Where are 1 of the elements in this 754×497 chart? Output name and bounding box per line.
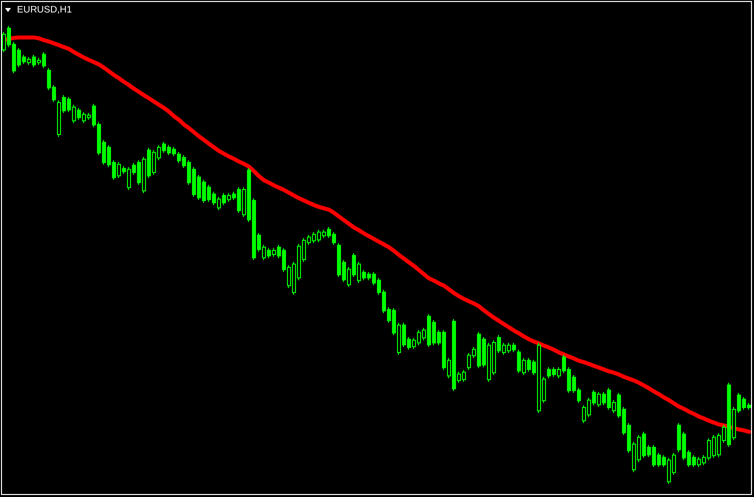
chart-title: EURUSD,H1 [17, 4, 72, 16]
